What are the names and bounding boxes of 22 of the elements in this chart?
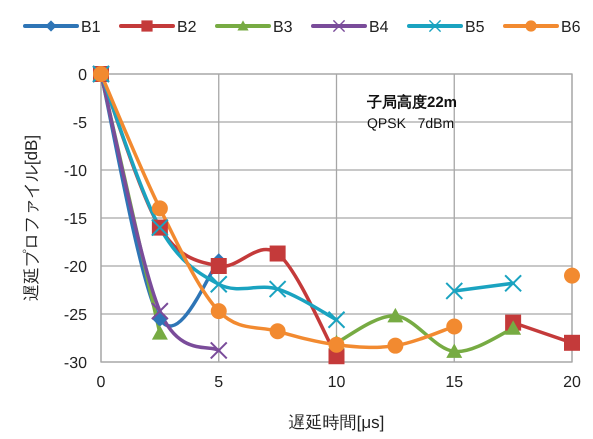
y-tick-label: -25 bbox=[64, 307, 88, 324]
y-tick-label: -30 bbox=[64, 355, 88, 372]
legend-label: B3 bbox=[273, 19, 293, 36]
y-axis-title: 遅延プロファイル[dB] bbox=[22, 134, 41, 302]
annotation: QPSK 7dBm bbox=[367, 115, 454, 131]
legend-label: B2 bbox=[177, 19, 197, 36]
y-tick-label: -20 bbox=[64, 259, 88, 276]
y-tick-label: 0 bbox=[78, 67, 88, 84]
y-tick-label: -5 bbox=[72, 115, 88, 132]
x-axis-title: 遅延時間[μs] bbox=[288, 413, 384, 432]
y-tick-label: -15 bbox=[64, 211, 88, 228]
x-tick-label: 10 bbox=[328, 374, 346, 391]
annotation: 子局高度22m bbox=[366, 93, 458, 111]
y-tick-label: -10 bbox=[64, 163, 88, 180]
x-tick-label: 5 bbox=[214, 374, 224, 391]
legend-label: B4 bbox=[369, 19, 389, 36]
x-tick-label: 20 bbox=[563, 374, 581, 391]
x-tick-label: 0 bbox=[96, 374, 106, 391]
legend-label: B1 bbox=[81, 19, 101, 36]
x-tick-label: 15 bbox=[445, 374, 464, 391]
legend-label: B6 bbox=[561, 19, 581, 36]
legend-label: B5 bbox=[465, 19, 485, 36]
